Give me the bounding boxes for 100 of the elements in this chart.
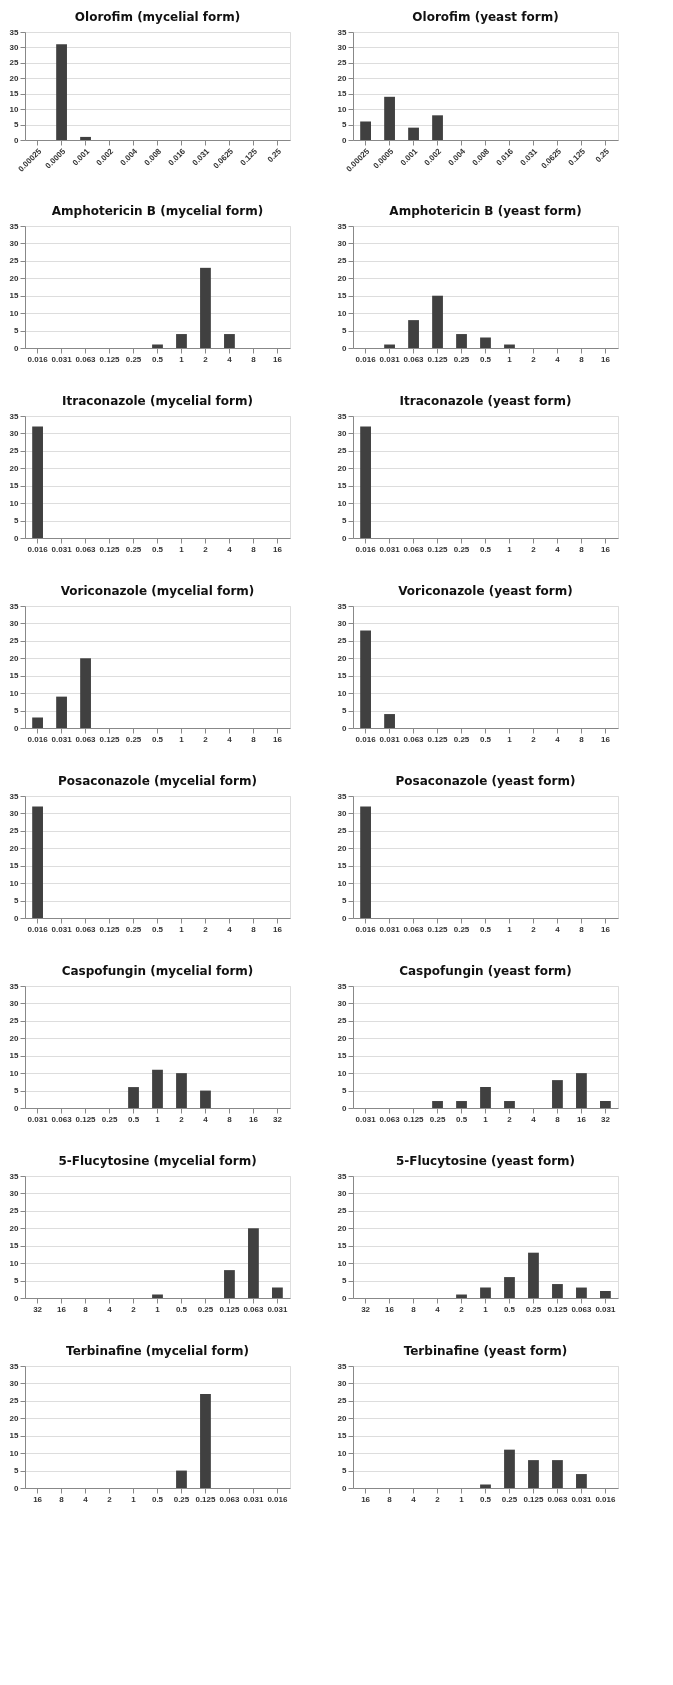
y-tick-label: 15 xyxy=(337,481,348,491)
x-tick-label: 1 xyxy=(131,1494,137,1504)
bar xyxy=(432,115,443,140)
y-tick-label: 25 xyxy=(9,1016,20,1026)
y-tick-label: 25 xyxy=(337,1016,348,1026)
y-tick-label: 20 xyxy=(9,273,20,283)
y-tick-label: 25 xyxy=(9,826,20,836)
y-tick-label: 25 xyxy=(337,1396,348,1406)
x-tick-label: 0.031 xyxy=(267,1304,288,1314)
x-tick-label: 0.25 xyxy=(125,734,142,744)
x-tick-label: 0.25 xyxy=(125,544,142,554)
x-tick-label: 0.5 xyxy=(127,1114,140,1124)
x-tick-label: 1 xyxy=(179,354,185,364)
x-tick-label: 0.063 xyxy=(75,924,97,934)
x-tick-label: 0.063 xyxy=(403,734,425,744)
y-tick-label: 0 xyxy=(14,343,20,353)
chart-title: Amphotericin B (mycelial form) xyxy=(51,204,264,218)
x-tick-label: 16 xyxy=(600,924,611,934)
x-tick-label: 0.125 xyxy=(99,924,121,934)
chart-title: Voriconazole (mycelial form) xyxy=(60,584,255,598)
y-tick-label: 5 xyxy=(342,1086,348,1096)
x-tick-label: 0.063 xyxy=(403,544,425,554)
x-tick-label: 0.25 xyxy=(525,1304,542,1314)
bar xyxy=(504,1277,515,1298)
y-tick-label: 10 xyxy=(337,1068,348,1078)
y-tick-label: 0 xyxy=(342,1483,348,1493)
x-tick-label: 0.016 xyxy=(267,1494,288,1504)
x-tick-label: 2 xyxy=(203,544,209,554)
x-tick-label: 0.063 xyxy=(403,354,425,364)
y-tick-label: 35 xyxy=(337,411,348,421)
y-tick-label: 10 xyxy=(9,878,20,888)
bar xyxy=(480,1287,491,1298)
y-tick-label: 35 xyxy=(337,601,348,611)
x-tick-label: 1 xyxy=(155,1114,161,1124)
x-tick-label: 0.063 xyxy=(75,734,97,744)
x-tick-label: 0.031 xyxy=(27,1114,49,1124)
x-tick-label: 4 xyxy=(227,924,233,934)
x-tick-label: 16 xyxy=(272,924,283,934)
bar xyxy=(128,1087,139,1108)
chart-title: Voriconazole (yeast form) xyxy=(398,584,573,598)
x-tick-label: 0.031 xyxy=(571,1494,592,1504)
x-tick-label: 1 xyxy=(507,924,513,934)
x-tick-label: 0.016 xyxy=(595,1494,616,1504)
x-tick-label: 0.25 xyxy=(453,544,470,554)
x-tick-label: 0.125 xyxy=(219,1304,240,1314)
y-tick-label: 0 xyxy=(342,913,348,923)
y-tick-label: 5 xyxy=(342,1466,348,1476)
x-tick-label: 16 xyxy=(57,1304,67,1314)
x-tick-label: 16 xyxy=(272,354,283,364)
y-tick-label: 15 xyxy=(9,671,20,681)
x-tick-label: 4 xyxy=(531,1114,537,1124)
y-tick-label: 20 xyxy=(337,1223,348,1233)
y-tick-label: 15 xyxy=(9,291,20,301)
y-tick-label: 15 xyxy=(9,89,20,99)
x-tick-label: 0.25 xyxy=(453,734,470,744)
bar xyxy=(176,334,187,348)
y-tick-label: 10 xyxy=(337,1258,348,1268)
x-tick-label: 0.5 xyxy=(151,924,164,934)
chart-title: Itraconazole (mycelial form) xyxy=(62,394,253,408)
x-tick-label: 2 xyxy=(179,1114,185,1124)
bar xyxy=(272,1287,283,1298)
y-tick-label: 35 xyxy=(9,27,20,37)
bar xyxy=(56,696,67,728)
y-tick-label: 30 xyxy=(9,42,20,52)
x-tick-label: 0.25 xyxy=(125,924,142,934)
x-tick-label: 16 xyxy=(272,544,283,554)
x-tick-label: 0.5 xyxy=(479,734,492,744)
x-tick-label: 0.5 xyxy=(151,354,164,364)
x-tick-label: 1 xyxy=(507,544,513,554)
y-tick-label: 0 xyxy=(342,135,348,145)
y-tick-label: 0 xyxy=(342,343,348,353)
bar xyxy=(360,121,371,140)
x-tick-label: 1 xyxy=(507,734,513,744)
y-tick-label: 5 xyxy=(14,120,20,130)
bar xyxy=(480,337,491,348)
bar xyxy=(528,1460,539,1488)
y-tick-label: 15 xyxy=(9,1051,20,1061)
x-tick-label: 2 xyxy=(203,354,209,364)
x-tick-label: 0.031 xyxy=(243,1494,264,1504)
x-tick-label: 2 xyxy=(435,1494,441,1504)
y-tick-label: 5 xyxy=(14,896,20,906)
y-tick-label: 35 xyxy=(9,981,20,991)
x-tick-label: 8 xyxy=(555,1114,561,1124)
x-tick-label: 0.5 xyxy=(151,734,164,744)
y-tick-label: 35 xyxy=(337,221,348,231)
x-tick-label: 8 xyxy=(251,354,257,364)
x-tick-label: 8 xyxy=(579,924,585,934)
y-tick-label: 10 xyxy=(9,498,20,508)
y-tick-label: 5 xyxy=(14,1276,20,1286)
x-tick-label: 0.016 xyxy=(27,924,49,934)
x-tick-label: 8 xyxy=(251,924,257,934)
x-tick-label: 2 xyxy=(507,1114,513,1124)
y-tick-label: 10 xyxy=(9,104,20,114)
x-tick-label: 0.5 xyxy=(479,1494,492,1504)
y-tick-label: 15 xyxy=(9,1241,20,1251)
x-tick-label: 0.25 xyxy=(453,924,470,934)
x-tick-label: 8 xyxy=(387,1494,393,1504)
x-tick-label: 0.063 xyxy=(547,1494,568,1504)
y-tick-label: 20 xyxy=(337,843,348,853)
y-tick-label: 5 xyxy=(14,516,20,526)
